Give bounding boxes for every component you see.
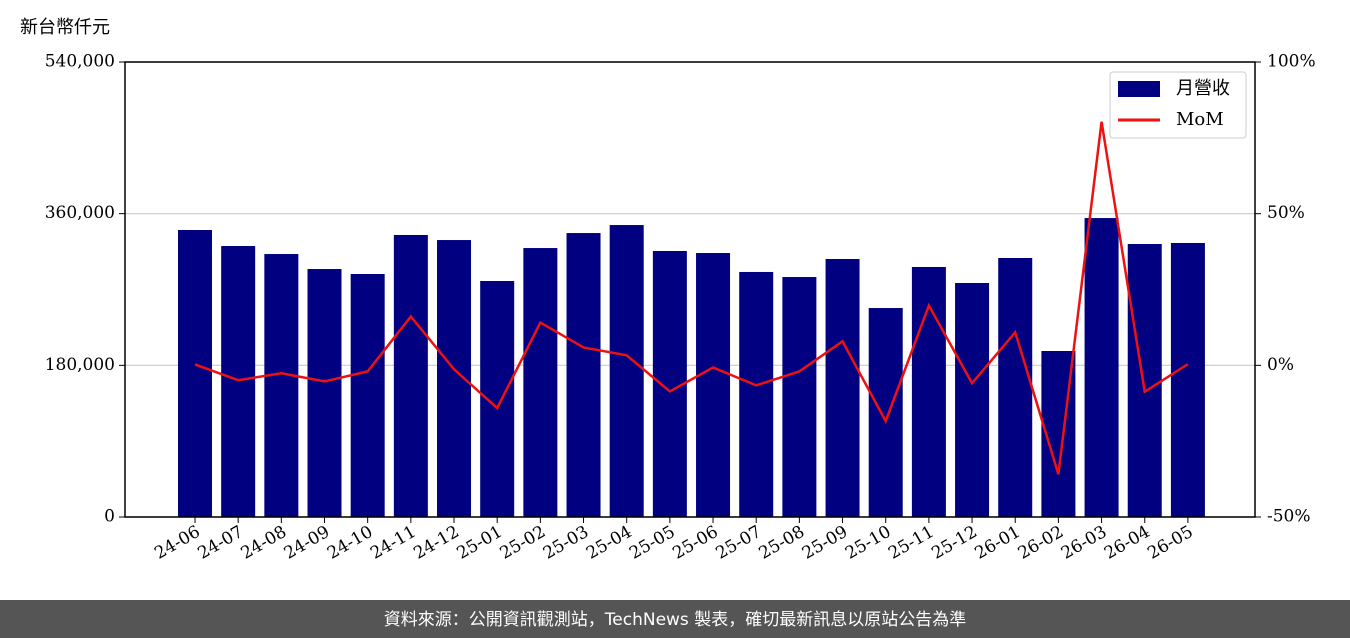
bar: [566, 233, 601, 517]
bar: [609, 225, 644, 517]
footer-band: [0, 600, 1350, 638]
legend-label: 月營收: [1176, 78, 1230, 99]
x-tick-label: 25-10: [842, 522, 894, 564]
x-tick-label: 24-09: [281, 522, 333, 564]
y-tick-label: 360,000: [45, 203, 115, 223]
legend: 月營收 MoM: [1109, 71, 1247, 139]
y2-tick-label: -50%: [1267, 507, 1311, 527]
x-tick-label: 25-12: [928, 522, 980, 564]
x-tick-label: 24-11: [367, 522, 419, 564]
bar: [739, 271, 774, 517]
y-axis-label: 新台幣仟元: [20, 17, 110, 38]
bar: [178, 230, 212, 517]
x-tick-label: 25-11: [885, 522, 937, 564]
y-tick-label: 540,000: [45, 52, 115, 72]
legend-swatch: [1118, 81, 1160, 97]
footer-text: 資料來源：公開資訊觀測站，TechNews 製表，確切最新訊息以原站公告為準: [384, 610, 966, 630]
bar: [1170, 242, 1205, 517]
x-tick-label: 25-04: [583, 522, 635, 564]
bar: [782, 277, 817, 517]
bar: [955, 283, 990, 517]
bar: [868, 308, 903, 517]
x-tick-label: 24-08: [238, 522, 290, 564]
bar: [1127, 244, 1162, 517]
x-tick-label: 25-01: [453, 522, 505, 564]
x-tick-label: 25-05: [626, 522, 678, 564]
bar: [350, 273, 385, 517]
bar: [523, 248, 558, 518]
x-tick-label: 26-02: [1015, 522, 1067, 564]
bar: [264, 254, 299, 517]
bar: [393, 234, 428, 517]
bar: [307, 269, 342, 517]
bar: [221, 246, 256, 517]
x-tick-label: 26-04: [1101, 522, 1153, 564]
plot-frame: [124, 61, 1256, 518]
bar: [825, 258, 860, 517]
y-tick-label: 180,000: [45, 355, 115, 375]
x-tick-label: 24-06: [151, 522, 203, 564]
x-tick-label: 25-09: [799, 522, 851, 564]
bar: [1084, 218, 1119, 517]
y2-tick-label: 0%: [1267, 355, 1294, 375]
x-tick-label: 26-03: [1058, 522, 1110, 564]
x-tick-label: 25-07: [713, 522, 765, 564]
y2-tick-label: 50%: [1267, 203, 1305, 223]
x-tick-label: 26-05: [1144, 522, 1196, 564]
x-tick-label: 24-10: [324, 522, 376, 564]
x-tick-label: 25-06: [669, 522, 721, 564]
line: [194, 121, 1189, 475]
bar: [696, 253, 731, 517]
y-tick-label: 0: [104, 507, 115, 527]
bar: [998, 257, 1033, 517]
x-tick-label: 24-07: [194, 522, 246, 564]
legend-label: MoM: [1176, 109, 1224, 130]
x-tick-label: 25-02: [497, 522, 549, 564]
y2-tick-label: 100%: [1267, 52, 1316, 72]
x-tick-label: 24-12: [410, 522, 462, 564]
x-tick-label: 26-01: [972, 522, 1024, 564]
x-tick-label: 25-03: [540, 522, 592, 564]
x-tick-label: 25-08: [756, 522, 808, 564]
